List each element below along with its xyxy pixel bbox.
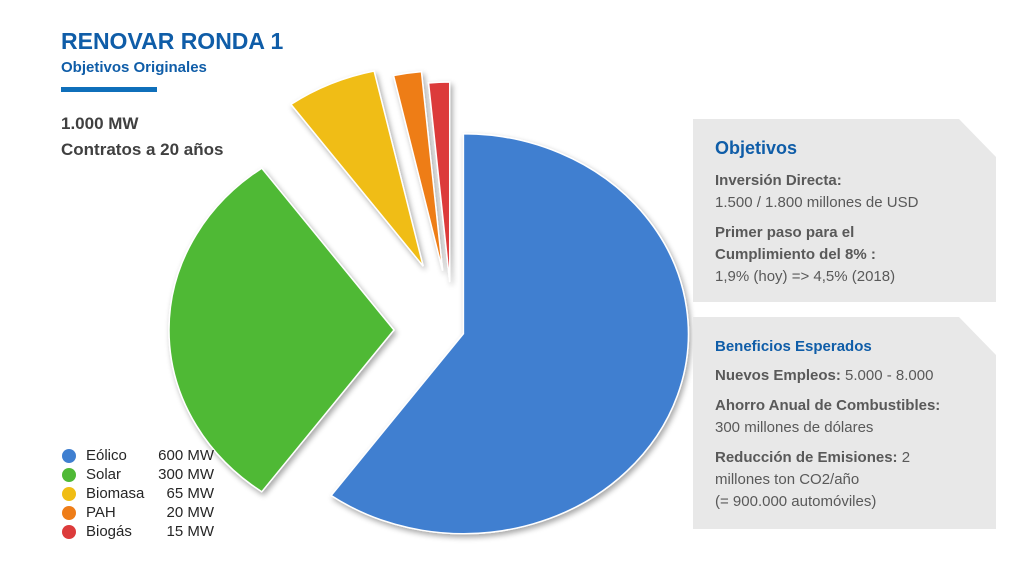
empleos-label: Nuevos Empleos: — [715, 367, 841, 384]
page-title: RENOVAR RONDA 1 — [61, 28, 284, 54]
objetivos-panel: Objetivos Inversión Directa: 1.500 / 1.8… — [693, 119, 996, 302]
legend-item-biogas: Biogás 15 MW — [62, 522, 232, 541]
beneficios-panel: Beneficios Esperados Nuevos Empleos: 5.0… — [693, 317, 996, 529]
ahorro-label: Ahorro Anual de Combustibles: — [715, 397, 941, 414]
legend-label: PAH — [86, 504, 116, 521]
pie-slice-biomasa — [289, 70, 424, 267]
legend-value: 15 MW — [166, 523, 214, 540]
legend-label: Eólico — [86, 447, 127, 464]
beneficios-title: Beneficios Esperados — [715, 338, 872, 355]
emisiones-value-line3: (= 900.000 automóviles) — [715, 493, 877, 510]
pie-slice-eolico — [330, 132, 690, 535]
empleos-line: Nuevos Empleos: 5.000 - 8.000 — [715, 365, 978, 387]
legend-item-solar: Solar 300 MW — [62, 465, 232, 484]
legend-label: Solar — [86, 466, 122, 483]
legend-item-biomasa: Biomasa 65 MW — [62, 484, 232, 503]
emisiones-line: Reducción de Emisiones: 2 — [715, 447, 978, 469]
legend-value: 300 MW — [158, 466, 214, 483]
legend-item-eolico: Eólico 600 MW — [62, 446, 232, 465]
legend-label: Biomasa — [86, 485, 145, 502]
legend-swatch-solar — [62, 467, 76, 482]
objetivos-title: Objetivos — [715, 138, 798, 158]
legend-swatch-eolico — [62, 448, 76, 463]
inversion-value: 1.500 / 1.800 millones de USD — [715, 194, 919, 211]
pie-slice-solar — [168, 167, 395, 493]
legend-swatch-biogas — [62, 524, 76, 539]
legend-value: 65 MW — [166, 485, 214, 502]
legend-swatch-biomasa — [62, 486, 76, 501]
empleos-value: 5.000 - 8.000 — [840, 367, 934, 384]
contracts-text: Contratos a 20 años — [61, 140, 224, 159]
ahorro-value: 300 millones de dólares — [715, 419, 874, 436]
legend-value: 600 MW — [158, 447, 214, 464]
emisiones-value-line2: millones ton CO2/año — [715, 471, 860, 488]
legend-item-pah: PAH 20 MW — [62, 503, 232, 522]
paso-value: 1,9% (hoy) => 4,5% (2018) — [715, 268, 896, 285]
title-underline — [61, 87, 157, 92]
page-subtitle: Objetivos Originales — [61, 59, 207, 76]
pie-slice-biogas — [427, 81, 451, 283]
paso-label-line1: Primer paso para el — [715, 224, 855, 241]
inversion-label: Inversión Directa: — [715, 172, 842, 189]
capacity-text: 1.000 MW — [61, 114, 139, 133]
legend-value: 20 MW — [166, 504, 214, 521]
legend-swatch-pah — [62, 505, 76, 520]
pie-slice-pah — [392, 70, 444, 271]
legend-label: Biogás — [86, 523, 132, 540]
chart-legend: Eólico 600 MW Solar 300 MW Biomasa 65 MW… — [62, 446, 232, 541]
paso-label-line2: Cumplimiento del 8% : — [715, 246, 876, 263]
emisiones-value: 2 — [897, 449, 911, 466]
emisiones-label: Reducción de Emisiones: — [715, 449, 898, 466]
